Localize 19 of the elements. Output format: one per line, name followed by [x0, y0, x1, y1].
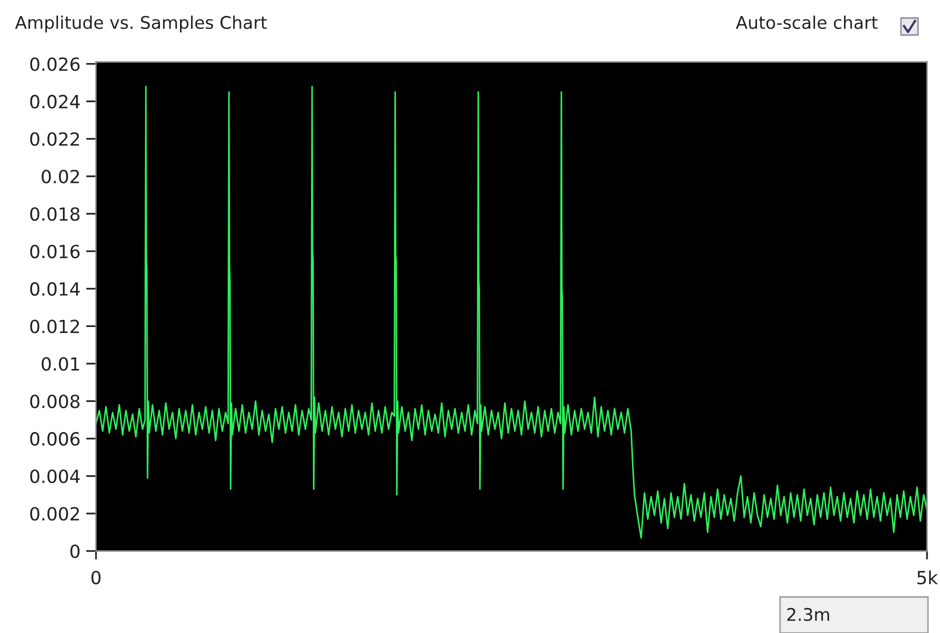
y-tick-label: 0	[70, 544, 80, 558]
y-tick-label: 0.006	[30, 432, 80, 446]
y-tick-label: 0.008	[30, 394, 80, 408]
y-tick-label: 0.018	[30, 207, 80, 221]
chart-title: Amplitude vs. Samples Chart	[15, 16, 267, 32]
x-tick-label: 5k	[917, 570, 938, 584]
y-tick-label: 0.022	[30, 132, 79, 146]
y-tick-label: 0.02	[42, 170, 79, 184]
y-tick-label: 0.012	[30, 320, 79, 334]
line-series	[96, 86, 927, 539]
text: Auto-scale chart	[736, 16, 878, 30]
text: 2.3m	[787, 608, 830, 622]
y-tick-label: 0.024	[30, 94, 80, 108]
y-tick-label: 0.01	[42, 357, 80, 371]
y-tick-label: 0.002	[30, 506, 79, 521]
y-tick-label: 0.016	[30, 244, 80, 258]
y-tick-label: 0.026	[30, 57, 80, 71]
y-tick-label: 0.004	[30, 470, 80, 484]
y-tick-label: 0.014	[30, 282, 80, 296]
